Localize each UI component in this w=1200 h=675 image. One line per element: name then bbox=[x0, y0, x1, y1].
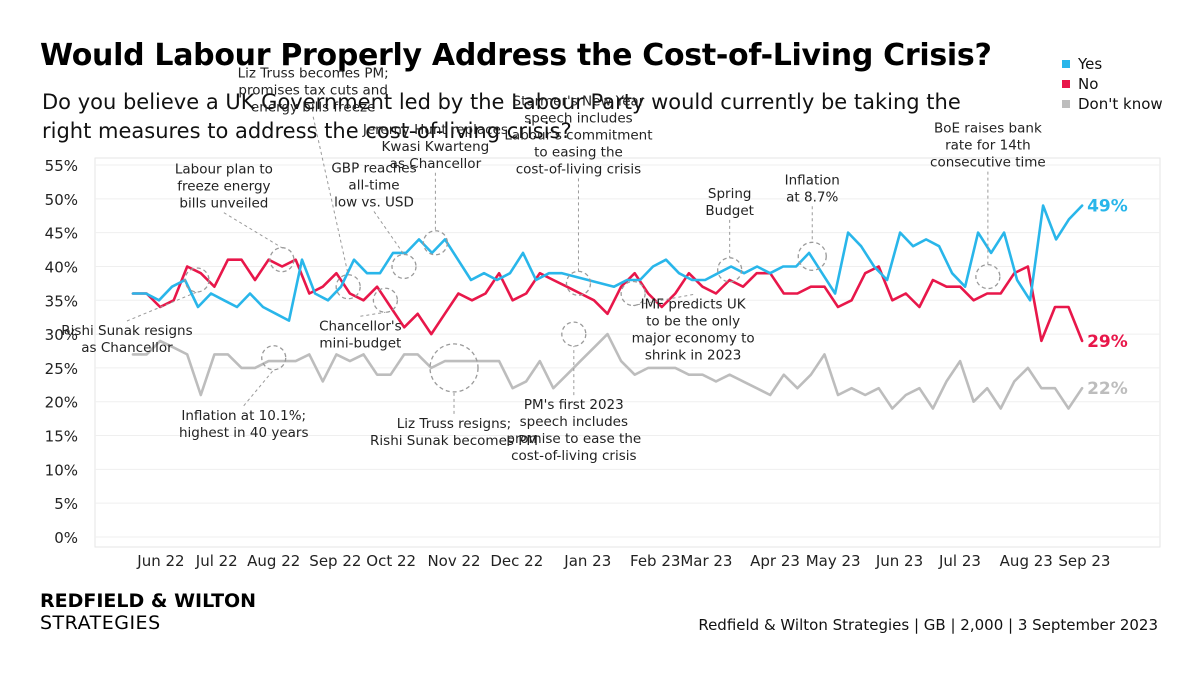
x-tick-label: Jun 22 bbox=[136, 552, 184, 570]
legend-item-no: No bbox=[1062, 74, 1163, 94]
x-tick-label: Aug 22 bbox=[247, 552, 300, 570]
legend-item-dont-know: Don't know bbox=[1062, 94, 1163, 114]
brand-line-2: STRATEGIES bbox=[40, 612, 161, 634]
x-tick-label: Sep 22 bbox=[309, 552, 361, 570]
annotation-leader bbox=[373, 211, 405, 255]
annotation-marker bbox=[184, 267, 210, 293]
annotation-label: Liz Truss becomes PM; promises tax cuts a… bbox=[238, 66, 389, 116]
annotation-leader bbox=[126, 291, 198, 322]
annotation-marker bbox=[391, 253, 417, 280]
y-tick-label: 0% bbox=[54, 529, 78, 547]
x-tick-label: May 23 bbox=[806, 552, 861, 570]
y-tick-label: 5% bbox=[54, 495, 78, 513]
legend-swatch-dont-know bbox=[1062, 100, 1070, 108]
y-tick-label: 50% bbox=[45, 191, 78, 209]
annotation-label: Chancellor's mini-budget bbox=[319, 318, 402, 351]
legend-swatch-yes bbox=[1062, 60, 1070, 68]
annotation-marker bbox=[975, 263, 1001, 290]
annotation-marker bbox=[429, 343, 479, 393]
y-tick-label: 25% bbox=[45, 360, 78, 378]
annotation-label: Spring Budget bbox=[705, 186, 754, 219]
y-tick-label: 45% bbox=[45, 225, 78, 243]
brand-logo: REDFIELD & WILTON STRATEGIES bbox=[40, 590, 256, 634]
annotation-marker bbox=[797, 241, 827, 271]
y-tick-label: 55% bbox=[45, 157, 78, 175]
chart-subtitle: Do you believe a UK Government led by th… bbox=[42, 90, 961, 143]
annotation-label: Jeremy Hunt replaces Kwasi Kwarteng as Cha… bbox=[362, 122, 508, 172]
y-tick-label: 40% bbox=[45, 258, 78, 276]
x-tick-label: Feb 23 bbox=[630, 552, 680, 570]
series-line-yes bbox=[131, 204, 1084, 322]
y-tick-label: 30% bbox=[45, 326, 78, 344]
x-tick-label: Nov 22 bbox=[427, 552, 480, 570]
y-tick-label: 20% bbox=[45, 394, 78, 412]
y-tick-label: 15% bbox=[45, 428, 78, 446]
x-tick-label: Dec 22 bbox=[490, 552, 543, 570]
annotation-label: Liz Truss resigns; Rishi Sunak becomes PM bbox=[370, 416, 538, 449]
x-tick-label: Oct 22 bbox=[366, 552, 416, 570]
annotation-label: PM's first 2023 speech includes promise to… bbox=[506, 397, 641, 464]
annotation-label: Rishi Sunak resigns as Chancellor bbox=[61, 323, 192, 356]
series-line-no bbox=[131, 258, 1084, 343]
x-tick-label: Jul 22 bbox=[195, 552, 238, 570]
legend: Yes No Don't know bbox=[1062, 54, 1163, 114]
x-tick-label: Sep 23 bbox=[1058, 552, 1110, 570]
annotation-marker bbox=[422, 230, 449, 256]
x-tick-label: Mar 23 bbox=[680, 552, 732, 570]
legend-label-no: No bbox=[1078, 75, 1099, 93]
brand-line-1: REDFIELD & WILTON bbox=[40, 590, 257, 612]
series-line-don-t-know bbox=[131, 332, 1084, 410]
chart-title: Would Labour Properly Address the Cost-o… bbox=[40, 38, 992, 73]
annotation-label: Starmer's New Year speech includes Labour'… bbox=[504, 93, 652, 177]
legend-item-yes: Yes bbox=[1062, 54, 1163, 74]
y-tick-label: 35% bbox=[45, 292, 78, 310]
annotation-label: Inflation at 10.1%; highest in 40 years bbox=[179, 408, 309, 441]
legend-label-yes: Yes bbox=[1078, 55, 1103, 73]
series-end-label: 29% bbox=[1087, 332, 1128, 352]
annotation-leader bbox=[312, 116, 349, 275]
annotation-label: GBP reaches all-time low vs. USD bbox=[331, 160, 416, 210]
legend-swatch-no bbox=[1062, 80, 1070, 88]
y-tick-label: 10% bbox=[45, 461, 78, 479]
annotation-label: BoE raises bank rate for 14th consecutive … bbox=[930, 121, 1046, 171]
annotation-marker bbox=[261, 345, 287, 371]
annotation-label: Inflation at 8.7% bbox=[785, 172, 840, 205]
x-tick-label: Jan 23 bbox=[563, 552, 611, 570]
annotation-leader bbox=[633, 294, 694, 307]
source-note: Redfield & Wilton Strategies | GB | 2,00… bbox=[698, 616, 1158, 634]
x-tick-label: Jul 23 bbox=[938, 552, 981, 570]
annotation-marker bbox=[269, 247, 295, 273]
annotation-leader bbox=[243, 369, 275, 407]
plot-frame bbox=[94, 157, 1161, 548]
annotation-marker bbox=[620, 280, 646, 307]
annotation-leader bbox=[223, 212, 283, 249]
series-end-label: 22% bbox=[1087, 379, 1128, 399]
annotation-marker bbox=[372, 287, 399, 313]
annotation-label: Labour plan to freeze energy bills unveile… bbox=[175, 162, 273, 212]
series-end-label: 49% bbox=[1087, 197, 1128, 217]
annotation-marker bbox=[335, 274, 361, 300]
annotation-label: IMF predicts UK to be the only major econo… bbox=[632, 297, 755, 364]
annotation-marker bbox=[561, 321, 587, 347]
x-tick-label: Jun 23 bbox=[875, 552, 923, 570]
x-tick-label: Aug 23 bbox=[1000, 552, 1053, 570]
legend-label-dont-know: Don't know bbox=[1078, 95, 1163, 113]
annotation-leader bbox=[360, 311, 386, 317]
x-tick-label: Apr 23 bbox=[750, 552, 800, 570]
